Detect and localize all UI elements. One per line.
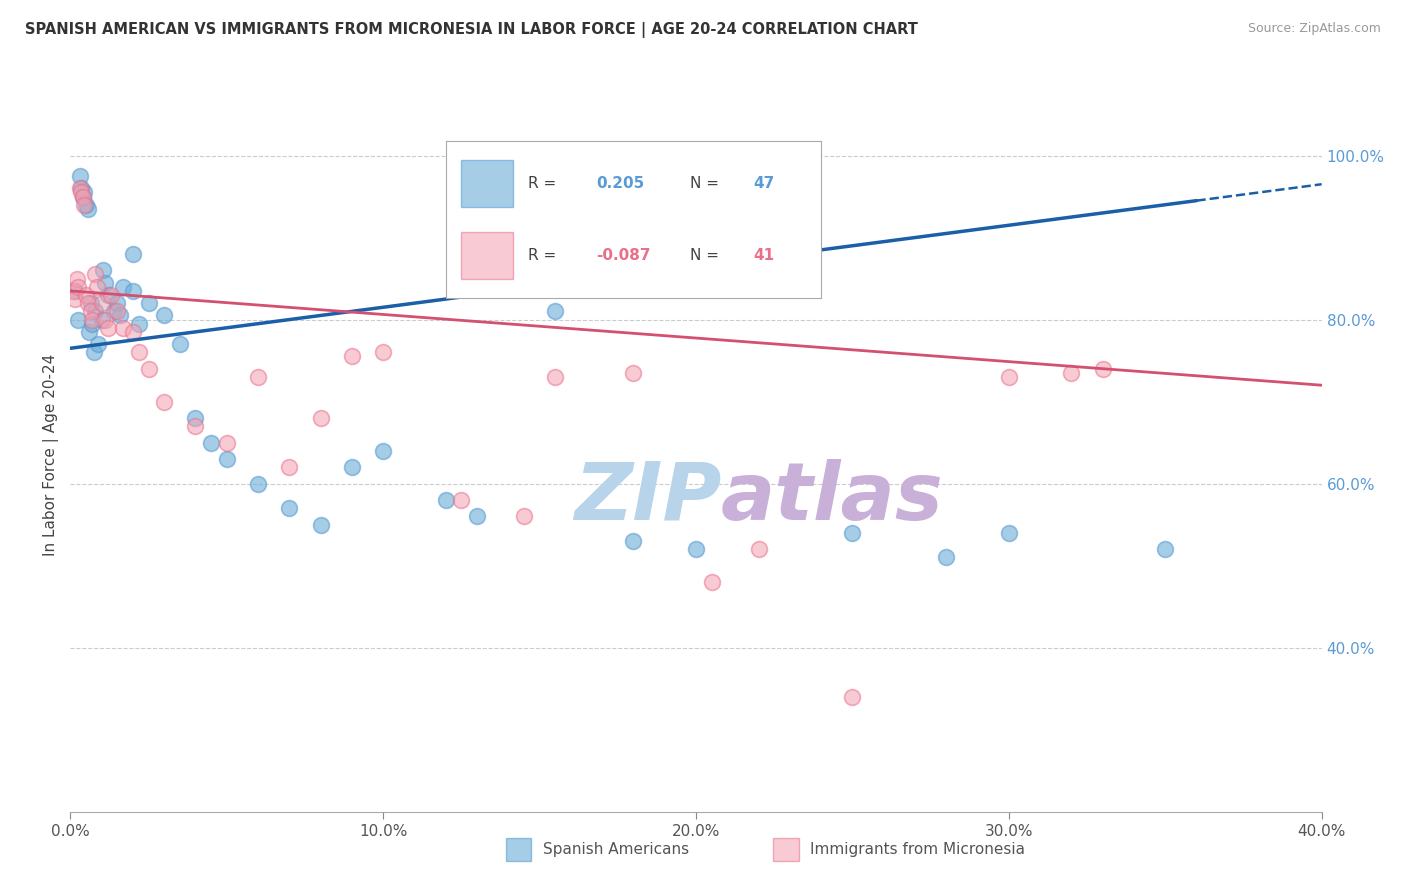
- Point: [138, 361, 160, 376]
- Point: [373, 345, 395, 359]
- Point: [465, 509, 488, 524]
- Point: [105, 296, 128, 310]
- Point: [82, 312, 104, 326]
- Point: [841, 690, 863, 704]
- Point: [86, 279, 108, 293]
- Point: [169, 337, 191, 351]
- Point: [103, 304, 125, 318]
- Point: [63, 284, 86, 298]
- Point: [122, 284, 145, 298]
- Point: [373, 443, 395, 458]
- Point: [84, 304, 107, 318]
- Point: [998, 525, 1021, 540]
- Point: [278, 501, 301, 516]
- Point: [128, 345, 150, 359]
- Point: [200, 435, 222, 450]
- Point: [1060, 366, 1083, 380]
- Point: [73, 198, 96, 212]
- Point: [70, 186, 93, 200]
- Text: atlas: atlas: [721, 458, 943, 537]
- Point: [128, 317, 150, 331]
- Point: [1091, 361, 1114, 376]
- Point: [309, 411, 332, 425]
- Text: Immigrants from Micronesia: Immigrants from Micronesia: [810, 842, 1025, 857]
- Point: [72, 189, 94, 203]
- Text: SPANISH AMERICAN VS IMMIGRANTS FROM MICRONESIA IN LABOR FORCE | AGE 20-24 CORREL: SPANISH AMERICAN VS IMMIGRANTS FROM MICR…: [25, 22, 918, 38]
- Text: ZIP: ZIP: [574, 458, 721, 537]
- Point: [77, 325, 100, 339]
- Y-axis label: In Labor Force | Age 20-24: In Labor Force | Age 20-24: [44, 354, 59, 556]
- Point: [247, 476, 270, 491]
- Point: [67, 279, 90, 293]
- Point: [153, 309, 176, 323]
- Point: [247, 370, 270, 384]
- Point: [75, 288, 97, 302]
- Point: [450, 493, 472, 508]
- Point: [184, 419, 207, 434]
- Point: [72, 189, 94, 203]
- Point: [90, 296, 112, 310]
- Point: [110, 309, 132, 323]
- Point: [62, 284, 84, 298]
- Point: [93, 276, 115, 290]
- Point: [97, 288, 120, 302]
- Point: [82, 317, 104, 331]
- Point: [841, 525, 863, 540]
- Point: [1154, 542, 1177, 557]
- Point: [63, 292, 86, 306]
- Point: [73, 186, 96, 200]
- Point: [97, 320, 120, 334]
- Point: [76, 202, 98, 216]
- Point: [83, 345, 105, 359]
- Point: [513, 509, 536, 524]
- Point: [112, 320, 135, 334]
- Point: [93, 312, 115, 326]
- Point: [112, 279, 135, 293]
- Point: [87, 337, 110, 351]
- Point: [544, 370, 567, 384]
- Point: [105, 304, 128, 318]
- Point: [215, 435, 238, 450]
- Point: [90, 312, 112, 326]
- Point: [70, 181, 93, 195]
- Point: [278, 460, 301, 475]
- Point: [76, 296, 98, 310]
- Point: [748, 542, 770, 557]
- Point: [685, 542, 707, 557]
- Point: [340, 350, 363, 364]
- Point: [309, 517, 332, 532]
- Point: [623, 366, 645, 380]
- Point: [79, 296, 101, 310]
- Point: [67, 312, 90, 326]
- Point: [748, 247, 770, 261]
- Point: [75, 198, 97, 212]
- Point: [153, 394, 176, 409]
- Point: [700, 575, 723, 590]
- Point: [998, 370, 1021, 384]
- Point: [623, 534, 645, 549]
- Text: Spanish Americans: Spanish Americans: [543, 842, 689, 857]
- Point: [91, 263, 114, 277]
- Text: Source: ZipAtlas.com: Source: ZipAtlas.com: [1247, 22, 1381, 36]
- Point: [184, 411, 207, 425]
- Point: [340, 460, 363, 475]
- Point: [69, 181, 91, 195]
- Point: [935, 550, 957, 565]
- Point: [215, 452, 238, 467]
- Point: [544, 304, 567, 318]
- Point: [575, 279, 598, 293]
- Point: [84, 268, 107, 282]
- Point: [122, 325, 145, 339]
- Point: [434, 493, 457, 508]
- Point: [122, 247, 145, 261]
- Point: [69, 169, 91, 183]
- Point: [65, 271, 87, 285]
- Point: [138, 296, 160, 310]
- Point: [79, 304, 101, 318]
- Point: [100, 288, 122, 302]
